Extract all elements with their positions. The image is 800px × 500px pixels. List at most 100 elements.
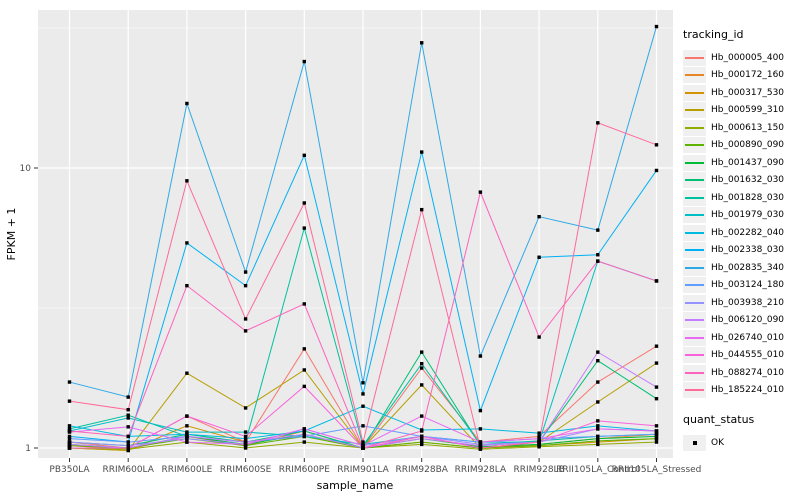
- legend-item-label: Hb_000613_150: [711, 122, 785, 133]
- data-point: [243, 436, 248, 441]
- data-point: [185, 371, 189, 375]
- data-point: [126, 446, 130, 450]
- data-point: [302, 427, 306, 431]
- legend-key-line-icon: [683, 84, 706, 101]
- data-point: [185, 414, 189, 418]
- legend-item-label: Hb_002835_340: [711, 262, 785, 273]
- data-point: [361, 381, 365, 385]
- data-point: [537, 431, 541, 435]
- data-point: [243, 442, 248, 447]
- data-point: [537, 214, 541, 219]
- legend-item: Hb_001979_030: [683, 207, 800, 225]
- data-point: [420, 440, 424, 444]
- data-point: [420, 414, 424, 418]
- y-axis-title: FPKM + 1: [5, 208, 18, 261]
- legend-item: Hb_000613_150: [683, 119, 800, 137]
- data-point: [654, 440, 659, 444]
- data-point: [126, 413, 130, 417]
- data-point: [302, 302, 306, 306]
- data-point: [420, 434, 424, 439]
- legend-item: Hb_002282_040: [683, 224, 800, 242]
- data-point: [67, 436, 72, 441]
- data-point: [185, 436, 189, 441]
- legend-item: Hb_000599_310: [683, 102, 800, 120]
- data-point: [596, 350, 600, 354]
- x-tick-label: RRIM600SE: [220, 465, 272, 475]
- legend-key-line-icon: [683, 277, 706, 294]
- data-point: [654, 396, 659, 401]
- legend-key-line-icon: [683, 259, 706, 276]
- data-point: [67, 380, 72, 384]
- quant-status-ok-label: OK: [711, 437, 724, 448]
- data-point: [185, 424, 189, 428]
- data-point: [420, 366, 424, 370]
- legend-key-line-icon: [683, 224, 706, 241]
- data-point: [537, 436, 541, 441]
- legend-item-label: Hb_006120_090: [711, 315, 785, 326]
- x-tick-label: RRIM928LB: [513, 465, 564, 475]
- data-point: [596, 419, 600, 423]
- legend-item-label: Hb_000172_160: [711, 70, 785, 81]
- data-point: [654, 434, 659, 439]
- legend-item-label: Hb_088274_010: [711, 367, 785, 378]
- x-tick-label: RRIM600PE: [279, 465, 331, 475]
- legend-key-line-icon: [683, 137, 706, 154]
- legend-item-label: Hb_001979_030: [711, 210, 785, 221]
- data-point: [67, 446, 72, 450]
- data-point: [596, 427, 600, 431]
- x-tick-label: RRII105LA_Stressed: [612, 465, 702, 475]
- data-point: [302, 432, 306, 436]
- x-tick-label: RRIM928LA: [455, 465, 507, 475]
- legend-key-line-icon: [683, 242, 706, 259]
- legend-item: Hb_000005_400: [683, 49, 800, 67]
- data-point: [243, 270, 248, 274]
- legend-item-list: Hb_000005_400 Hb_000172_160 Hb_000317_530 H…: [683, 49, 800, 399]
- data-point: [478, 440, 483, 444]
- legend-item: Hb_185224_010: [683, 382, 800, 400]
- plot-panel: [38, 10, 673, 458]
- legend-key-line-icon: [683, 364, 706, 381]
- data-point: [537, 442, 541, 447]
- ok-square-marker-icon: [683, 434, 706, 451]
- data-point: [243, 283, 248, 288]
- data-point: [596, 436, 600, 441]
- legend-key-line-icon: [683, 382, 706, 399]
- data-point: [478, 408, 483, 413]
- x-tick-label: RRII105LA_Control: [556, 465, 639, 475]
- legend-item: Hb_001437_090: [683, 154, 800, 172]
- data-point: [596, 424, 600, 428]
- legend-item-label: Hb_000599_310: [711, 105, 785, 116]
- data-point: [302, 153, 306, 158]
- x-tick-label: RRIM600LE: [161, 465, 212, 475]
- data-point: [361, 446, 365, 450]
- data-point: [596, 442, 600, 447]
- data-point: [67, 424, 72, 428]
- data-point: [302, 201, 306, 205]
- data-point: [654, 279, 659, 283]
- quant-status-legend: quant_status OK: [683, 413, 800, 452]
- legend-item-label: Hb_026740_010: [711, 332, 785, 343]
- data-point: [654, 168, 659, 173]
- quant-status-legend-title: quant_status: [683, 413, 755, 426]
- data-point: [126, 395, 130, 399]
- data-point: [596, 359, 600, 363]
- data-point: [185, 179, 189, 183]
- legend-key-line-icon: [683, 102, 706, 119]
- data-point: [361, 443, 365, 448]
- data-point: [478, 190, 483, 194]
- legend-key-line-icon: [683, 189, 706, 206]
- legend-key-line-icon: [683, 172, 706, 189]
- data-point: [67, 442, 72, 447]
- legend-item-label: Hb_000890_090: [711, 140, 785, 151]
- data-point: [596, 253, 600, 257]
- data-point: [420, 436, 424, 441]
- data-point: [185, 283, 189, 288]
- legend-key-line-icon: [683, 119, 706, 136]
- data-point: [126, 434, 130, 439]
- data-point: [420, 383, 424, 387]
- data-point: [654, 432, 659, 436]
- data-point: [478, 354, 483, 358]
- legend-key-line-icon: [683, 154, 706, 171]
